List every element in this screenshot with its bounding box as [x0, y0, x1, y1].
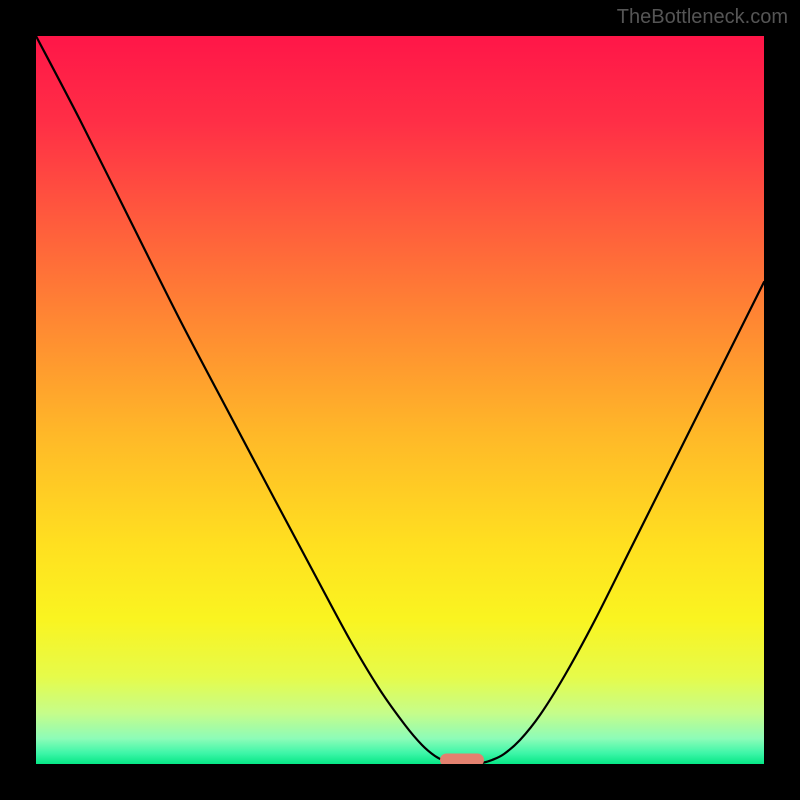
bottleneck-chart	[0, 0, 800, 800]
watermark-text: TheBottleneck.com	[617, 6, 788, 29]
optimal-marker	[440, 754, 484, 767]
plot-background	[36, 36, 764, 764]
chart-container: TheBottleneck.com	[0, 0, 800, 800]
